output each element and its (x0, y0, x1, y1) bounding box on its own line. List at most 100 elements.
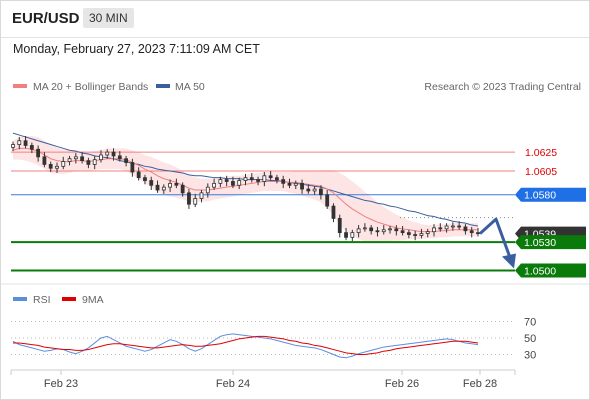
candle-body (111, 151, 116, 157)
candle-body (293, 182, 298, 186)
candle-body (268, 175, 273, 179)
candle-body (17, 140, 22, 145)
candle-body (180, 184, 185, 194)
level-label-1.0500: 1.0500 (524, 266, 556, 278)
candle-body (300, 182, 304, 190)
candle-body (117, 155, 122, 160)
candle-body (86, 160, 91, 165)
rsi-legend-label: RSI (33, 294, 51, 306)
level-label-1.0625: 1.0625 (525, 147, 557, 159)
candle-body (168, 182, 172, 188)
credit-label: Research © 2023 Trading Central (424, 81, 581, 93)
candle-body (124, 158, 129, 163)
candle-body (444, 225, 449, 230)
candle-body (187, 192, 191, 205)
candle-body (406, 232, 411, 235)
candle-body (256, 179, 260, 182)
candle-body (218, 179, 223, 184)
candle-body (432, 227, 436, 233)
candle-body (199, 192, 204, 199)
candle-body (356, 228, 361, 234)
level-label-1.0605: 1.0605 (525, 166, 557, 178)
chart-header: EUR/USD 30 MIN (1, 1, 589, 38)
candle-body (249, 177, 254, 180)
candle-body (61, 161, 66, 167)
candle-body (287, 182, 292, 186)
time-tick-feb-28: Feb 28 (463, 378, 497, 390)
rsi-panel: 70 50 30 (11, 317, 536, 362)
level-tag-1.0580: 1.0580 (515, 187, 586, 202)
ma50-legend-swatch (156, 84, 170, 88)
candle-body (92, 159, 97, 165)
candle-body (413, 234, 418, 236)
candle-body (11, 144, 15, 148)
candle-body (243, 177, 248, 181)
candle-body (231, 181, 235, 186)
candle-body (350, 232, 355, 238)
candle-body (381, 229, 386, 233)
candle-body (42, 156, 47, 165)
datetime-label: Monday, February 27, 2023 7:11:09 AM CET (13, 42, 260, 56)
rsi-line (12, 333, 479, 359)
candle-body (463, 226, 468, 232)
level-label-1.0580: 1.0580 (524, 190, 556, 202)
time-tick-feb-24: Feb 24 (216, 378, 250, 390)
candle-body (362, 227, 367, 230)
candle-body (174, 182, 179, 186)
rsi-tick-50: 50 (524, 333, 536, 345)
level-tag-bg-1.0580 (515, 187, 586, 202)
rsi-tick-30: 30 (524, 350, 536, 362)
candle-body (212, 182, 216, 188)
candle-body (281, 179, 286, 184)
candle-body (476, 232, 480, 235)
candle-body (394, 228, 399, 232)
candle-body (457, 225, 462, 228)
candle-body (67, 158, 72, 162)
level-tag-1.0530: 1.0530 (515, 235, 586, 250)
candle-body (136, 171, 141, 179)
candle-body (275, 177, 279, 180)
candle-body (337, 218, 342, 234)
candle-body (419, 233, 424, 236)
candle-body (130, 162, 135, 173)
candle-body (369, 227, 374, 232)
projection-arrow-line (478, 217, 512, 259)
candle-body (425, 231, 430, 234)
candle-body (205, 186, 210, 194)
candle-body (450, 225, 455, 228)
candle-body (48, 164, 53, 169)
candle-body (262, 175, 267, 182)
candle-body (161, 186, 166, 191)
candle-body (23, 140, 28, 146)
candle-body (73, 156, 78, 160)
projection-arrow-head (502, 253, 516, 269)
candle-body (193, 198, 198, 205)
rsi-ma-legend-swatch (62, 297, 76, 301)
ma20-legend-label: MA 20 + Bollinger Bands (33, 81, 148, 93)
candle-body (80, 156, 85, 162)
candle-body (400, 230, 405, 234)
candle-body (29, 145, 34, 150)
candle-body (469, 230, 474, 234)
candle-body (306, 188, 311, 192)
candle-body (237, 180, 242, 186)
timeframe-button[interactable]: 30 MIN (83, 8, 134, 28)
candle-body (55, 165, 59, 169)
candle-body (155, 184, 160, 191)
candle-body (105, 151, 110, 156)
level-tag-bg-1.0500 (515, 263, 586, 278)
candle-body (375, 230, 380, 233)
level-tag-bg-1.0530 (515, 235, 586, 250)
time-tick-feb-26: Feb 26 (385, 378, 419, 390)
candle-body (224, 179, 229, 182)
candle-body (388, 228, 392, 231)
candle-body (143, 177, 147, 181)
level-tag-1.0500: 1.0500 (515, 263, 586, 278)
ma20-legend-swatch (13, 84, 27, 88)
candle-body (149, 180, 154, 186)
candle-body (325, 194, 330, 207)
level-label-1.0530: 1.0530 (524, 237, 556, 249)
candle-body (99, 154, 103, 161)
